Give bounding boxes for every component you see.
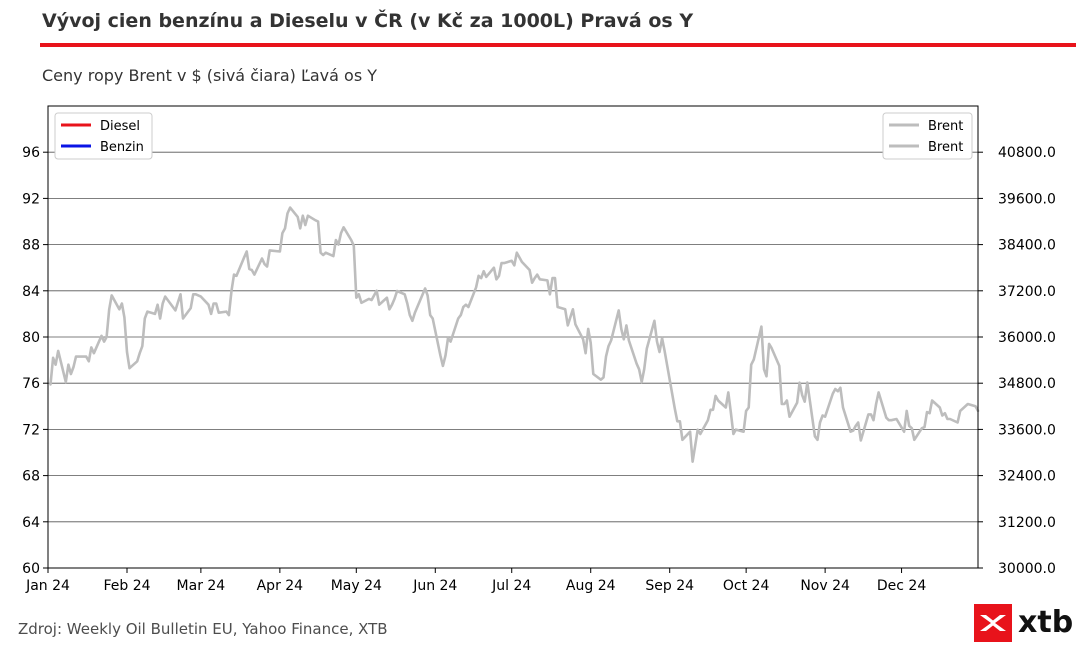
- left-tick-label: 84: [22, 284, 40, 300]
- chart-canvas: 60 64 68 72 76 80 84 88 92 96 30000.0 31200.0 32400.…: [22, 105, 1056, 594]
- left-tick-label: 72: [22, 422, 40, 438]
- right-tick-label: 32400.0: [998, 469, 1056, 485]
- x-tick-label: Mar 24: [177, 578, 226, 594]
- legend-label-benzin: Benzin: [100, 140, 144, 155]
- series-line-brent: [49, 206, 980, 463]
- xtb-logo-text: xtb: [1018, 605, 1074, 640]
- x-tick-label: Feb 24: [103, 578, 150, 594]
- x-tick-label: Oct 24: [723, 578, 770, 594]
- x-tick-label: Apr 24: [257, 578, 304, 594]
- left-tick-label: 64: [22, 515, 40, 531]
- x-tick-label: Jul 24: [491, 578, 531, 594]
- right-tick-label: 30000.0: [998, 561, 1056, 577]
- x-tick-label: May 24: [331, 578, 382, 594]
- left-tick-label: 80: [22, 330, 40, 346]
- xtb-logo: xtb: [974, 604, 1073, 642]
- x-tick-label: Jun 24: [412, 578, 457, 594]
- title-underline: [40, 43, 1076, 47]
- legend-layer: Diesel Benzin Brent Brent: [54, 112, 973, 160]
- left-tick-label: 88: [22, 238, 40, 254]
- source-note: Zdroj: Weekly Oil Bulletin EU, Yahoo Fin…: [18, 620, 388, 638]
- right-tick-label: 39600.0: [998, 191, 1056, 207]
- series-layer: [49, 206, 980, 463]
- xtb-logo-icon: [974, 604, 1012, 642]
- right-tick-label: 34800.0: [998, 376, 1056, 392]
- left-tick-label: 96: [22, 145, 40, 161]
- right-tick-label: 36000.0: [998, 330, 1056, 346]
- right-tick-label: 37200.0: [998, 284, 1056, 300]
- legend-label-brent: Brent: [928, 140, 963, 155]
- right-tick-label: 31200.0: [998, 515, 1056, 531]
- axis-layer: 60 64 68 72 76 80 84 88 92 96 30000.0 31200.0 32400.…: [22, 145, 1056, 594]
- left-tick-label: 60: [22, 561, 40, 577]
- legend-label-brent: Brent: [928, 119, 963, 134]
- right-tick-label: 40800.0: [998, 145, 1056, 161]
- x-tick-label: Jan 24: [25, 578, 70, 594]
- chart-title: Vývoj cien benzínu a Dieselu v ČR (v Kč …: [42, 10, 694, 32]
- right-tick-label: 33600.0: [998, 422, 1056, 438]
- x-tick-label: Aug 24: [566, 578, 616, 594]
- left-tick-label: 92: [22, 191, 40, 207]
- grid-layer: [48, 151, 978, 569]
- chart-subtitle: Ceny ropy Brent v $ (sivá čiara) Ľavá os…: [42, 66, 378, 85]
- x-tick-label: Sep 24: [645, 578, 694, 594]
- x-tick-label: Dec 24: [877, 578, 926, 594]
- right-tick-label: 38400.0: [998, 238, 1056, 254]
- x-tick-label: Nov 24: [800, 578, 850, 594]
- left-tick-label: 68: [22, 469, 40, 485]
- legend-label-diesel: Diesel: [100, 119, 140, 134]
- left-tick-label: 76: [22, 376, 40, 392]
